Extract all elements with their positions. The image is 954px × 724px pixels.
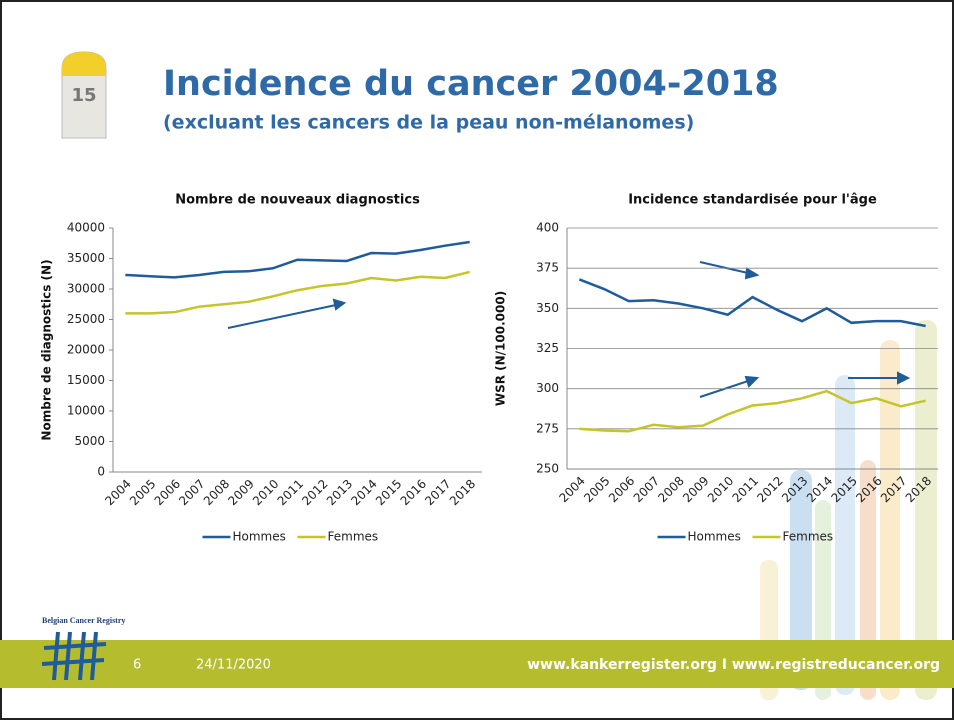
y-axis-label: Nombre de diagnostics (N) xyxy=(40,259,54,440)
y-tick-label: 10000 xyxy=(67,404,105,418)
y-tick-label: 300 xyxy=(536,381,559,395)
legend-label: Hommes xyxy=(688,530,741,544)
y-tick-label: 40000 xyxy=(67,221,105,235)
y-axis-label: WSR (N/100.000) xyxy=(494,291,508,406)
registry-name: Belgian Cancer Registry xyxy=(42,616,125,625)
page-number: 6 xyxy=(133,658,141,673)
y-tick-label: 15000 xyxy=(67,373,105,387)
y-tick-label: 325 xyxy=(536,341,559,355)
chart-title: Nombre de nouveaux diagnostics xyxy=(175,193,420,208)
legend-label: Femmes xyxy=(783,530,834,544)
milestone-icon: 15 xyxy=(62,52,106,138)
y-tick-label: 275 xyxy=(536,421,559,435)
legend-label: Femmes xyxy=(328,530,379,544)
legend-label: Hommes xyxy=(233,530,286,544)
slide-date: 24/11/2020 xyxy=(196,658,271,673)
y-tick-label: 350 xyxy=(536,301,559,315)
chart-title: Incidence standardisée pour l'âge xyxy=(628,193,877,208)
y-tick-label: 250 xyxy=(536,462,559,476)
y-tick-label: 5000 xyxy=(74,434,105,448)
slide-subtitle: (excluant les cancers de la peau non-mél… xyxy=(163,112,694,134)
y-tick-label: 400 xyxy=(536,221,559,235)
y-tick-label: 20000 xyxy=(67,343,105,357)
y-tick-label: 35000 xyxy=(67,251,105,265)
milestone-number: 15 xyxy=(71,85,96,106)
y-tick-label: 0 xyxy=(97,465,105,479)
footer-urls: www.kankerregister.org I www.registreduc… xyxy=(527,657,940,673)
y-tick-label: 30000 xyxy=(67,282,105,296)
slide-title: Incidence du cancer 2004-2018 xyxy=(163,64,779,104)
slide: 15 Incidence du cancer 2004-2018 (exclua… xyxy=(0,0,954,720)
page: 15 Incidence du cancer 2004-2018 (exclua… xyxy=(0,0,954,724)
y-tick-label: 25000 xyxy=(67,312,105,326)
y-tick-label: 375 xyxy=(536,261,559,275)
